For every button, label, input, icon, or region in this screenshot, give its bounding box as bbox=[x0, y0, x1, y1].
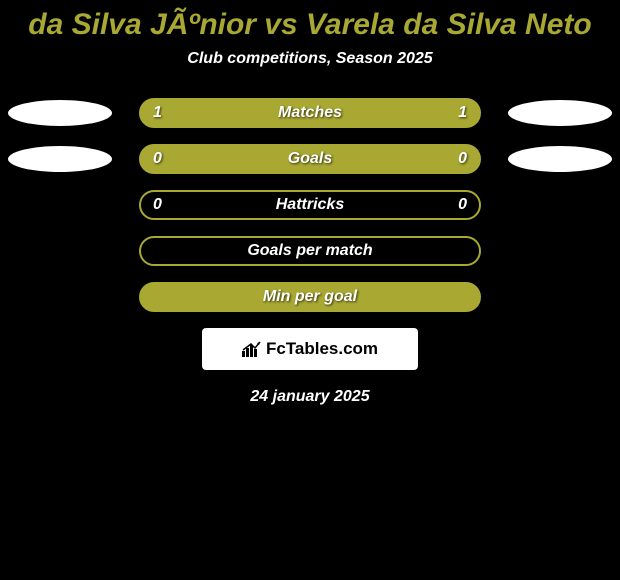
stat-bar: 1 Matches 1 bbox=[139, 98, 481, 128]
date-label: 24 january 2025 bbox=[0, 388, 620, 406]
stat-label: Goals bbox=[288, 150, 332, 168]
player-left-indicator bbox=[8, 100, 112, 126]
brand-text: FcTables.com bbox=[266, 339, 378, 359]
stat-value-left: 1 bbox=[153, 104, 162, 122]
stat-value-left: 0 bbox=[153, 196, 162, 214]
subtitle: Club competitions, Season 2025 bbox=[0, 50, 620, 98]
stat-label: Goals per match bbox=[247, 242, 372, 260]
stat-row: 1 Matches 1 bbox=[8, 98, 612, 128]
brand-badge: FcTables.com bbox=[202, 328, 418, 370]
stat-label: Min per goal bbox=[263, 288, 357, 306]
stat-value-right: 0 bbox=[458, 150, 467, 168]
stat-bar: Goals per match bbox=[139, 236, 481, 266]
stat-row: 0 Hattricks 0 bbox=[8, 190, 612, 220]
player-right-indicator bbox=[508, 100, 612, 126]
stat-bar: 0 Hattricks 0 bbox=[139, 190, 481, 220]
stat-bar: 0 Goals 0 bbox=[139, 144, 481, 174]
stat-value-right: 0 bbox=[458, 196, 467, 214]
stat-label: Matches bbox=[278, 104, 342, 122]
stat-value-left: 0 bbox=[153, 150, 162, 168]
stat-rows: 1 Matches 1 0 Goals 0 0 Hattricks 0 Goals per mat… bbox=[0, 98, 620, 312]
stat-row: Goals per match bbox=[8, 236, 612, 266]
comparison-card: da Silva JÃºnior vs Varela da Silva Neto… bbox=[0, 0, 620, 406]
stat-row: Min per goal bbox=[8, 282, 612, 312]
chart-icon bbox=[242, 341, 262, 357]
player-left-indicator bbox=[8, 146, 112, 172]
stat-value-right: 1 bbox=[458, 104, 467, 122]
page-title: da Silva JÃºnior vs Varela da Silva Neto bbox=[0, 0, 620, 50]
player-right-indicator bbox=[508, 146, 612, 172]
stat-row: 0 Goals 0 bbox=[8, 144, 612, 174]
stat-bar: Min per goal bbox=[139, 282, 481, 312]
stat-label: Hattricks bbox=[276, 196, 344, 214]
